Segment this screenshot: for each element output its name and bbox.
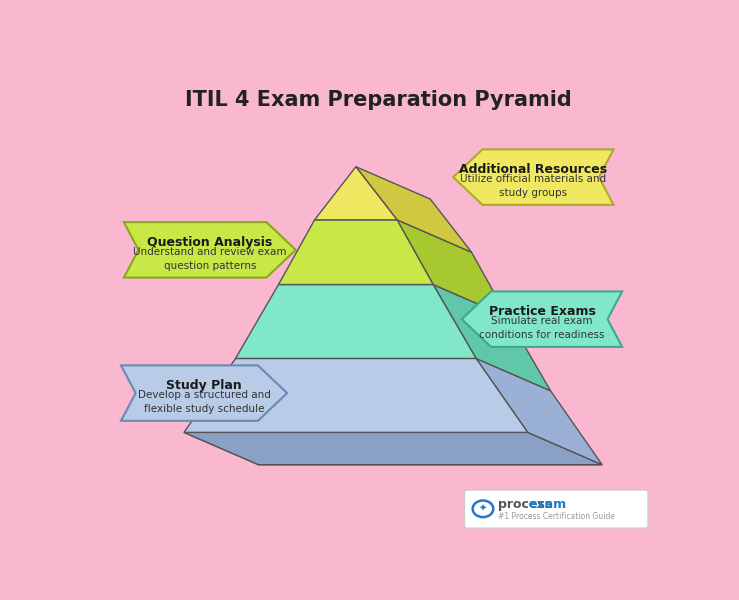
Polygon shape <box>184 433 602 464</box>
Polygon shape <box>184 358 528 433</box>
Polygon shape <box>236 284 476 358</box>
Polygon shape <box>356 167 471 252</box>
Text: process: process <box>498 498 552 511</box>
Polygon shape <box>476 358 602 464</box>
Text: Develop a structured and
flexible study schedule: Develop a structured and flexible study … <box>137 390 270 414</box>
Polygon shape <box>315 167 397 220</box>
Polygon shape <box>184 433 602 464</box>
Polygon shape <box>121 365 287 421</box>
Polygon shape <box>279 220 433 284</box>
Text: #1 Process Certification Guide: #1 Process Certification Guide <box>498 512 615 521</box>
Text: Question Analysis: Question Analysis <box>147 236 273 248</box>
Polygon shape <box>433 284 551 391</box>
FancyBboxPatch shape <box>465 490 648 528</box>
Text: Additional Resources: Additional Resources <box>460 163 607 176</box>
Polygon shape <box>397 220 508 317</box>
Text: Understand and review exam
question patterns: Understand and review exam question patt… <box>133 247 287 271</box>
Text: exam: exam <box>529 498 567 511</box>
Text: Utilize official materials and
study groups: Utilize official materials and study gro… <box>460 174 607 198</box>
Polygon shape <box>124 222 296 278</box>
Text: Simulate real exam
conditions for readiness: Simulate real exam conditions for readin… <box>479 316 605 340</box>
Polygon shape <box>453 149 613 205</box>
Polygon shape <box>462 292 622 347</box>
Text: ITIL 4 Exam Preparation Pyramid: ITIL 4 Exam Preparation Pyramid <box>185 91 572 110</box>
Text: Practice Exams: Practice Exams <box>488 305 596 318</box>
Text: ✦: ✦ <box>479 504 487 514</box>
Text: Study Plan: Study Plan <box>166 379 242 392</box>
